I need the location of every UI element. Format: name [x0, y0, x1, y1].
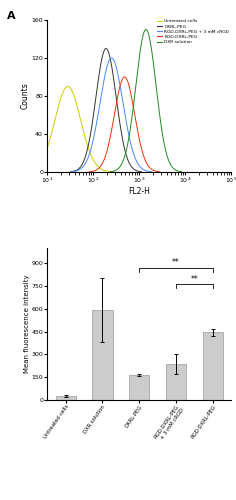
Bar [92, 310, 113, 400]
DXR solution [154, 76, 157, 82]
DXRL-PEG [140, 168, 143, 174]
RGD-DXRL-PEG [159, 169, 161, 175]
RGD-DXRL-PEG + 3 mM cRGD [80, 166, 82, 172]
Line: Untreated cells: Untreated cells [23, 86, 113, 172]
Untreated cells [57, 104, 60, 110]
RGD-DXRL-PEG + 3 mM cRGD [96, 115, 99, 121]
RGD-DXRL-PEG + 3 mM cRGD [150, 169, 153, 175]
Untreated cells [87, 146, 90, 152]
Untreated cells [21, 169, 24, 175]
DXRL-PEG [105, 46, 107, 52]
Text: **: ** [190, 274, 198, 283]
DXRL-PEG [121, 133, 123, 139]
RGD-DXRL-PEG [139, 143, 142, 149]
DXR solution [118, 165, 120, 171]
Bar [129, 375, 149, 400]
DXRL-PEG [78, 166, 80, 172]
RGD-DXRL-PEG + 3 mM cRGD [102, 82, 105, 87]
DXR solution [132, 101, 135, 107]
Untreated cells [78, 113, 81, 119]
DXR solution [109, 168, 112, 174]
Line: RGD-DXRL-PEG + 3 mM cRGD: RGD-DXRL-PEG + 3 mM cRGD [71, 58, 152, 172]
RGD-DXRL-PEG + 3 mM cRGD [70, 169, 73, 175]
RGD-DXRL-PEG [116, 96, 119, 102]
DXRL-PEG [97, 74, 100, 80]
Text: **: ** [172, 258, 180, 267]
Text: A: A [7, 11, 15, 21]
Untreated cells [111, 169, 114, 175]
RGD-DXRL-PEG [88, 169, 91, 175]
RGD-DXRL-PEG + 3 mM cRGD [121, 94, 123, 100]
RGD-DXRL-PEG [96, 166, 99, 172]
RGD-DXRL-PEG + 3 mM cRGD [129, 138, 131, 143]
RGD-DXRL-PEG [111, 124, 114, 130]
Line: DXR solution: DXR solution [110, 30, 181, 172]
DXR solution [161, 130, 164, 136]
Y-axis label: Mean fluorescence intensity: Mean fluorescence intensity [24, 274, 30, 374]
DXR solution [144, 26, 147, 32]
DXRL-PEG [114, 88, 117, 94]
RGD-DXRL-PEG [123, 74, 126, 80]
DXRL-PEG [69, 168, 72, 174]
X-axis label: FL2-H: FL2-H [128, 187, 150, 196]
DXRL-PEG [121, 135, 124, 141]
Bar [166, 364, 186, 400]
RGD-DXRL-PEG [132, 107, 135, 113]
DXR solution [160, 128, 163, 134]
Untreated cells [51, 128, 54, 134]
DXR solution [137, 60, 140, 66]
Bar [55, 396, 76, 400]
Untreated cells [87, 144, 89, 150]
DXR solution [180, 168, 183, 174]
Y-axis label: Counts: Counts [21, 82, 30, 110]
RGD-DXRL-PEG [139, 142, 142, 148]
Bar [203, 332, 223, 400]
Line: RGD-DXRL-PEG: RGD-DXRL-PEG [89, 77, 160, 172]
DXRL-PEG [92, 110, 95, 116]
Line: DXRL-PEG: DXRL-PEG [71, 48, 142, 172]
RGD-DXRL-PEG + 3 mM cRGD [128, 136, 131, 142]
RGD-DXRL-PEG + 3 mM cRGD [110, 55, 113, 61]
Untreated cells [32, 166, 35, 172]
Legend: Untreated cells, DXRL-PEG, RGD-DXRL-PEG + 3 mM cRGD, RGD-DXRL-PEG, DXR solution: Untreated cells, DXRL-PEG, RGD-DXRL-PEG … [157, 19, 229, 44]
Untreated cells [66, 84, 69, 89]
